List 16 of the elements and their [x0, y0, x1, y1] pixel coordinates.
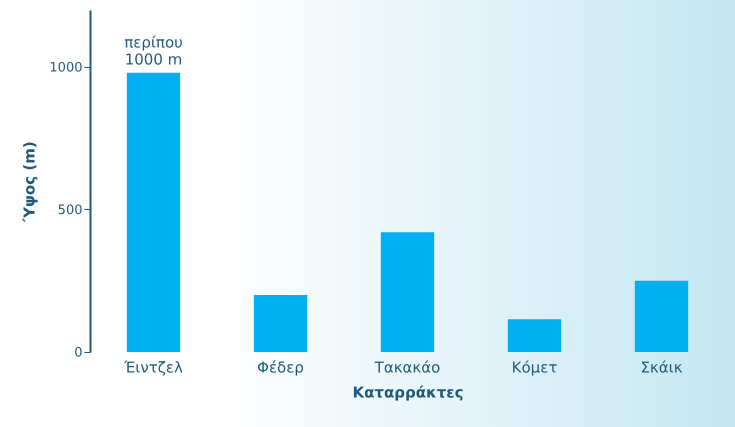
bar: [126, 72, 180, 352]
x-tick-label: Έιντζελ: [123, 358, 184, 376]
x-tick-label: Τακακάο: [374, 358, 440, 376]
y-tick-label: 500: [58, 203, 82, 218]
y-tick-label: 1000: [49, 60, 82, 76]
x-tick-label: Κόμετ: [512, 358, 558, 376]
bar: [380, 232, 434, 352]
y-axis-title: Ύψος (m): [20, 141, 38, 223]
x-tick-label: Σκάικ: [640, 358, 683, 376]
bar: [254, 295, 308, 352]
bar: [508, 319, 562, 352]
bar: [634, 280, 688, 352]
x-tick-label: Φέδερ: [257, 358, 304, 376]
annotation: περίπου 1000 m: [124, 34, 183, 69]
y-tick-label: 0: [74, 346, 82, 360]
x-axis-title: Καταρράκτες: [352, 384, 464, 402]
